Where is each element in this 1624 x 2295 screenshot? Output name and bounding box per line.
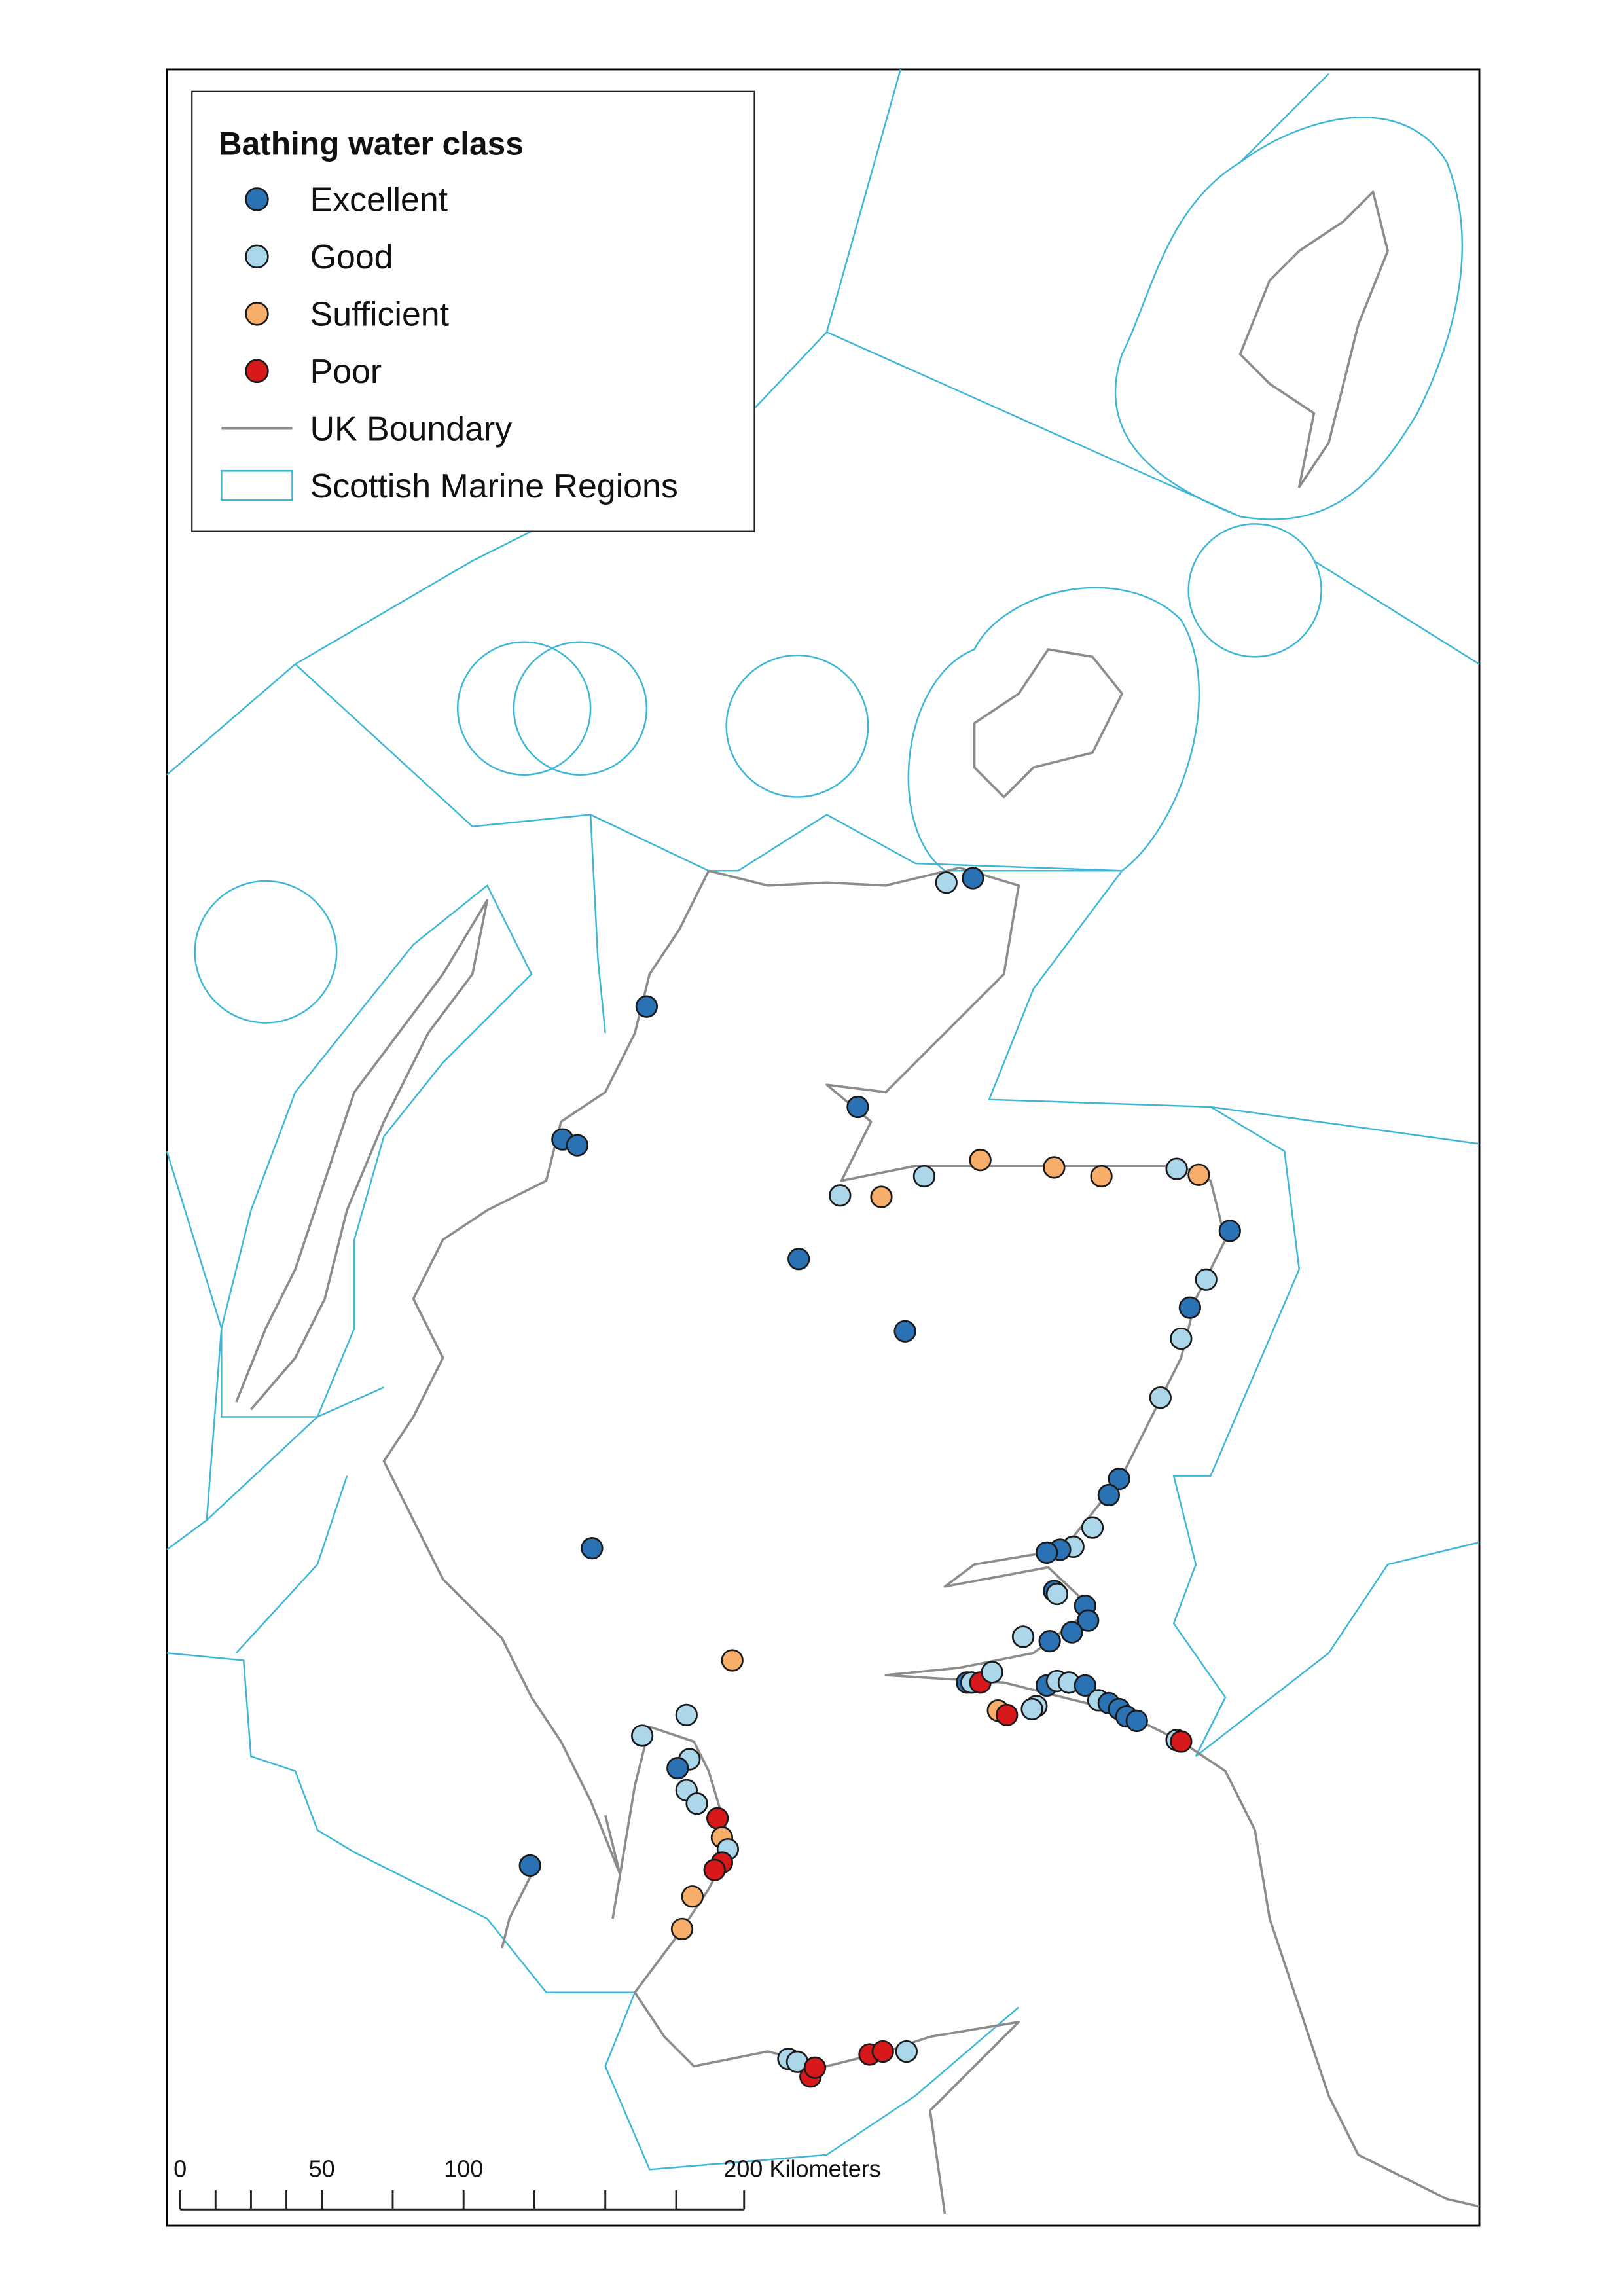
bathing-site (1090, 1165, 1113, 1188)
region-circle (725, 654, 869, 798)
scale-label: 200 Kilometers (723, 2156, 881, 2182)
bathing-site (1170, 1327, 1193, 1350)
bathing-site (1187, 1163, 1210, 1186)
bathing-site (1043, 1156, 1066, 1179)
bathing-site (703, 1858, 726, 1881)
bathing-site (1074, 1674, 1096, 1697)
bathing-site (518, 1854, 541, 1877)
bathing-site (962, 867, 984, 890)
scale-label: 100 (444, 2156, 483, 2182)
bathing-site (1077, 1609, 1100, 1632)
bathing-site (829, 1184, 852, 1207)
region-hebrides (221, 884, 533, 1418)
bathing-site (685, 1792, 708, 1815)
legend-title: Bathing water class (219, 126, 524, 162)
legend: Excellent Good Sufficient Poor UK Boundary Sc… (220, 180, 678, 505)
scale-bar: 0 50 100 200 Kilometers (173, 2156, 881, 2211)
bathing-site (706, 1807, 729, 1830)
bathing-site (1038, 1630, 1061, 1653)
island-coast (501, 1815, 622, 1949)
bathing-site (870, 1185, 893, 1208)
shetland-coast (1238, 190, 1389, 488)
region-boundary (235, 1475, 1227, 1757)
legend-label: Sufficient (310, 295, 450, 333)
bathing-site (871, 2040, 894, 2063)
bathing-site (566, 1134, 589, 1157)
bathing-site (581, 1537, 604, 1560)
legend-label: Excellent (310, 180, 448, 218)
bathing-site (675, 1703, 698, 1727)
bathing-site (846, 1095, 869, 1119)
bathing-site (1045, 1582, 1069, 1606)
bathing-site (895, 2040, 918, 2063)
bathing-site (681, 1885, 704, 1908)
legend-symbol (245, 302, 269, 326)
bathing-site (1060, 1621, 1083, 1644)
bathing-site (1097, 1483, 1120, 1507)
bathing-site (787, 1248, 810, 1271)
bathing-site (996, 1703, 1019, 1727)
region-circle (513, 641, 648, 776)
bathing-site (893, 1320, 916, 1343)
legend-label: Good (310, 238, 393, 276)
scale-label: 0 (173, 2156, 187, 2182)
bathing-site (1125, 1709, 1148, 1733)
region-circle (456, 641, 592, 776)
legend-label: Scottish Marine Regions (310, 467, 678, 505)
bathing-site (670, 1917, 694, 1940)
bathing-site (1108, 1468, 1130, 1491)
bathing-site (635, 995, 659, 1018)
legend-symbol (245, 244, 269, 269)
bathing-site (969, 1149, 992, 1172)
bathing-site (1011, 1625, 1035, 1648)
bathing-site (1178, 1296, 1202, 1319)
region-circle (1187, 523, 1322, 658)
bathing-site (912, 1165, 936, 1188)
bathing-site (981, 1661, 1003, 1684)
legend-label: UK Boundary (310, 409, 513, 447)
region-boundary (166, 1652, 1020, 2171)
legend-symbol (245, 359, 269, 384)
bathing-site (1035, 1541, 1058, 1564)
bathing-site (1170, 1730, 1193, 1753)
region-boundary (1172, 1106, 1480, 1758)
bathing-site (803, 2056, 827, 2079)
legend-box (191, 90, 755, 532)
bathing-site (1149, 1386, 1172, 1409)
bathing-site (1020, 1697, 1043, 1721)
bathing-site (721, 1649, 744, 1672)
legend-label: Poor (310, 352, 382, 390)
bathing-sites (518, 867, 1241, 2088)
bathing-site (1165, 1157, 1188, 1180)
orkney-coast (973, 648, 1123, 799)
bathing-site (630, 1724, 654, 1747)
scale-label: 50 (309, 2156, 335, 2182)
bathing-site (1195, 1268, 1218, 1291)
bathing-site (1081, 1516, 1104, 1539)
region-circle (194, 880, 338, 1024)
bathing-site (666, 1756, 689, 1780)
region-boundary (295, 663, 1480, 1145)
region-shetland (1114, 117, 1463, 520)
region-orkney (907, 587, 1200, 872)
region-boundary (589, 814, 606, 1034)
bathing-site (1218, 1220, 1241, 1242)
hebrides-coast (235, 899, 489, 1411)
legend-symbol (245, 187, 269, 211)
bathing-site (935, 871, 958, 894)
legend-symbol (220, 469, 293, 501)
